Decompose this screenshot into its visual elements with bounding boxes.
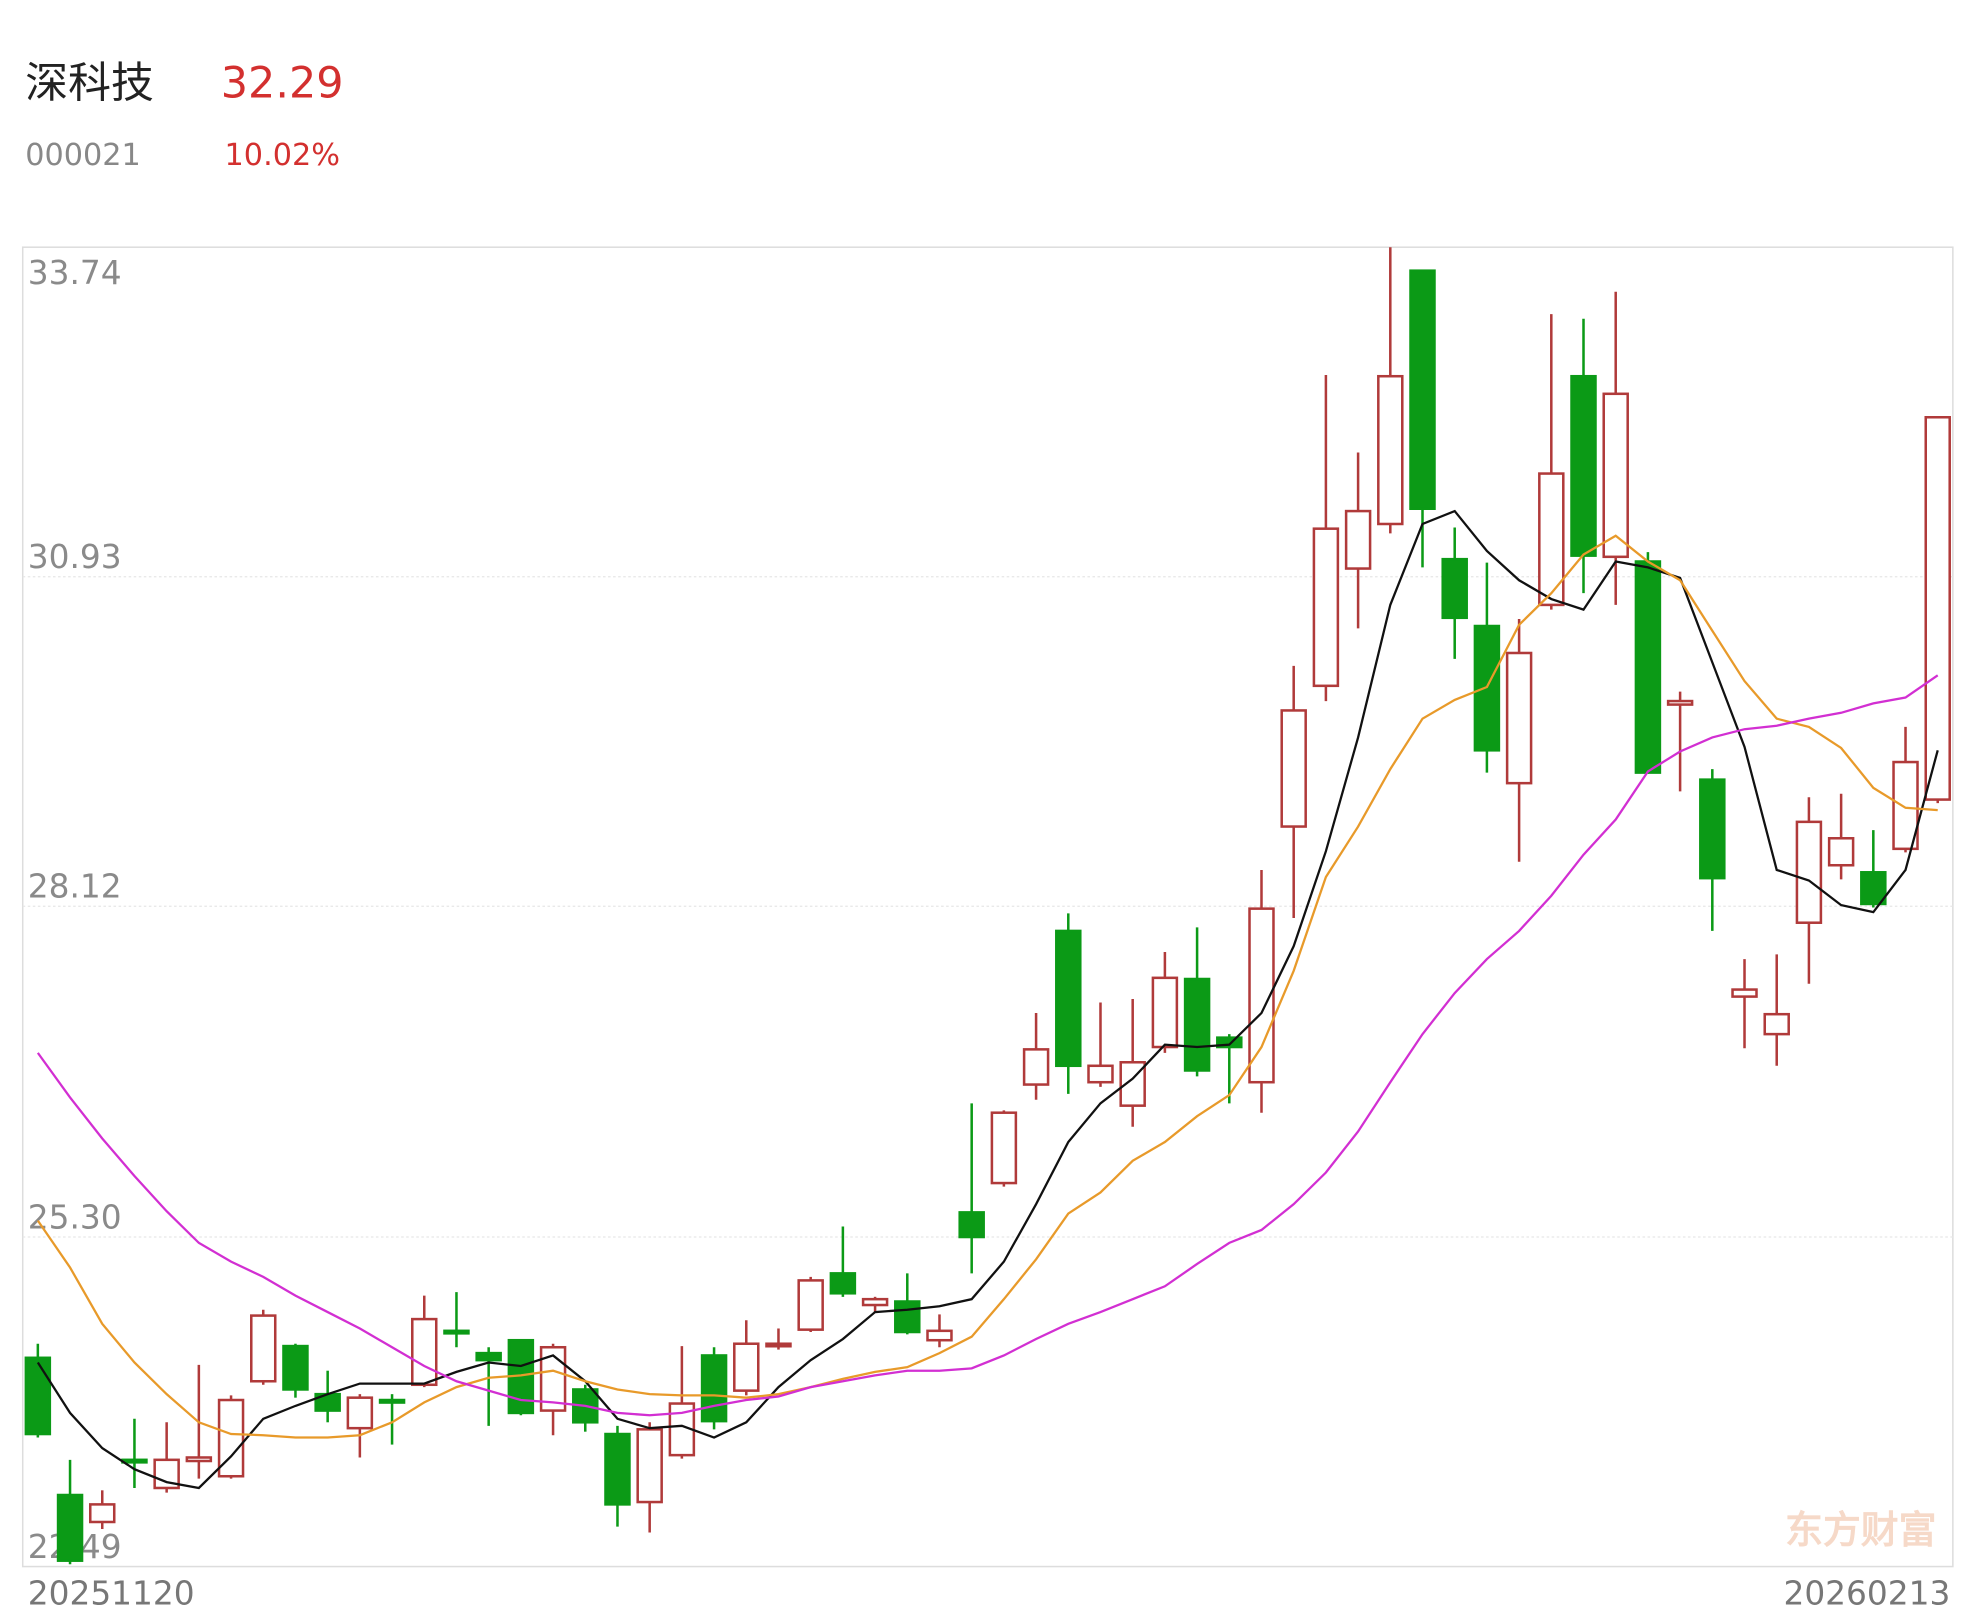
candle-body [185, 1456, 213, 1463]
candle-body [411, 1317, 438, 1387]
candle-body [1731, 988, 1758, 998]
x-tick-label: 20251120 [28, 1575, 195, 1613]
candle-body [1892, 760, 1919, 851]
candle-body [217, 1398, 245, 1478]
candle-body [1795, 820, 1823, 924]
candle-body [443, 1329, 470, 1335]
candle-body [282, 1344, 309, 1391]
candle-body [1666, 699, 1694, 706]
candle-body [1312, 527, 1340, 688]
candle-body [1699, 778, 1726, 880]
moving-average-line [36, 674, 1939, 1417]
y-tick-label: 25.30 [28, 1198, 122, 1236]
candle-body [1248, 907, 1275, 1084]
candle-body [56, 1493, 84, 1562]
stock-change: 10.02% [225, 138, 340, 173]
candle-body [1634, 560, 1662, 774]
candle-body [958, 1211, 985, 1239]
candle-body [153, 1458, 180, 1490]
moving-average-line [36, 534, 1938, 1439]
candle-body [539, 1345, 567, 1412]
x-tick-label: 20260213 [1783, 1575, 1950, 1613]
stock-price: 32.29 [221, 58, 344, 108]
candle-body [1602, 392, 1629, 559]
candle-body [1441, 557, 1468, 620]
candle-body [378, 1398, 406, 1404]
candle-body [926, 1329, 953, 1342]
candle-body [636, 1428, 663, 1504]
candle-body [1538, 472, 1565, 607]
candle-body [1087, 1064, 1114, 1084]
candle-body [250, 1314, 277, 1383]
stock-name: 深科技 [25, 58, 154, 108]
candle-body [89, 1503, 116, 1524]
candle-body [346, 1396, 374, 1430]
candle-body [797, 1279, 824, 1331]
candle-body [1151, 976, 1179, 1049]
candle-body [1505, 651, 1533, 785]
candle-body [990, 1111, 1018, 1185]
candle-body [1022, 1048, 1050, 1086]
candle-body [700, 1354, 728, 1423]
candle-body [1344, 509, 1372, 570]
candle-body [604, 1432, 631, 1506]
candle-body [1860, 871, 1887, 906]
candle-body [1055, 929, 1082, 1068]
candle-body [829, 1272, 857, 1295]
y-tick-label: 30.93 [28, 538, 122, 576]
candle-body [1216, 1036, 1243, 1049]
candle-body [1763, 1012, 1790, 1036]
candle-body [1183, 977, 1211, 1072]
candle-body [861, 1297, 889, 1307]
stock-code: 000021 [25, 138, 141, 173]
candle-body [121, 1458, 148, 1464]
candle-body [24, 1356, 52, 1436]
candle-body [733, 1342, 760, 1392]
candle-body [1924, 416, 1951, 801]
candle-body [1409, 269, 1436, 510]
candle-body [475, 1351, 502, 1362]
watermark: 东方财富 [1785, 1508, 1936, 1552]
moving-average-line [36, 509, 1939, 1490]
candle-body [765, 1342, 792, 1348]
y-tick-label: 33.74 [28, 254, 122, 292]
y-tick-label: 28.12 [28, 868, 122, 906]
candle-body [1827, 837, 1855, 867]
candle-body [1377, 374, 1404, 526]
candle-body [1280, 709, 1307, 828]
candle-body [894, 1300, 921, 1334]
candle-body [1570, 374, 1597, 557]
